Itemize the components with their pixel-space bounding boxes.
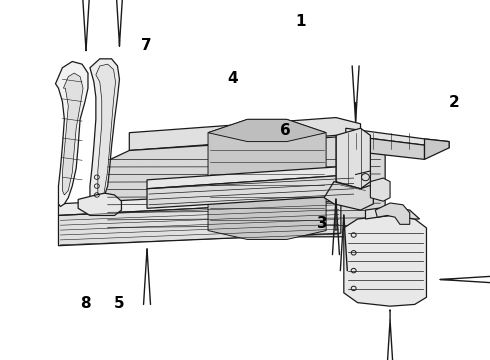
Polygon shape	[96, 64, 116, 198]
Polygon shape	[55, 62, 88, 207]
Text: 4: 4	[227, 71, 238, 86]
Polygon shape	[336, 128, 370, 189]
Polygon shape	[90, 59, 120, 207]
Polygon shape	[78, 193, 122, 215]
Polygon shape	[58, 201, 341, 246]
Polygon shape	[344, 215, 426, 306]
Polygon shape	[105, 135, 385, 237]
Polygon shape	[58, 189, 366, 215]
Text: 7: 7	[141, 38, 151, 53]
Text: 6: 6	[280, 123, 291, 138]
Polygon shape	[147, 166, 370, 189]
Polygon shape	[324, 182, 373, 210]
Text: 2: 2	[449, 95, 460, 111]
Polygon shape	[346, 128, 449, 148]
Polygon shape	[208, 119, 326, 239]
Polygon shape	[147, 175, 356, 208]
Polygon shape	[375, 203, 410, 224]
Polygon shape	[346, 135, 424, 159]
Polygon shape	[62, 73, 83, 195]
Polygon shape	[208, 119, 326, 141]
Polygon shape	[366, 207, 419, 219]
Polygon shape	[424, 139, 449, 159]
Text: 1: 1	[295, 14, 306, 29]
Polygon shape	[370, 178, 390, 201]
Text: 3: 3	[317, 216, 327, 231]
Text: 5: 5	[114, 296, 125, 311]
Polygon shape	[129, 118, 361, 150]
Text: 8: 8	[80, 296, 91, 311]
